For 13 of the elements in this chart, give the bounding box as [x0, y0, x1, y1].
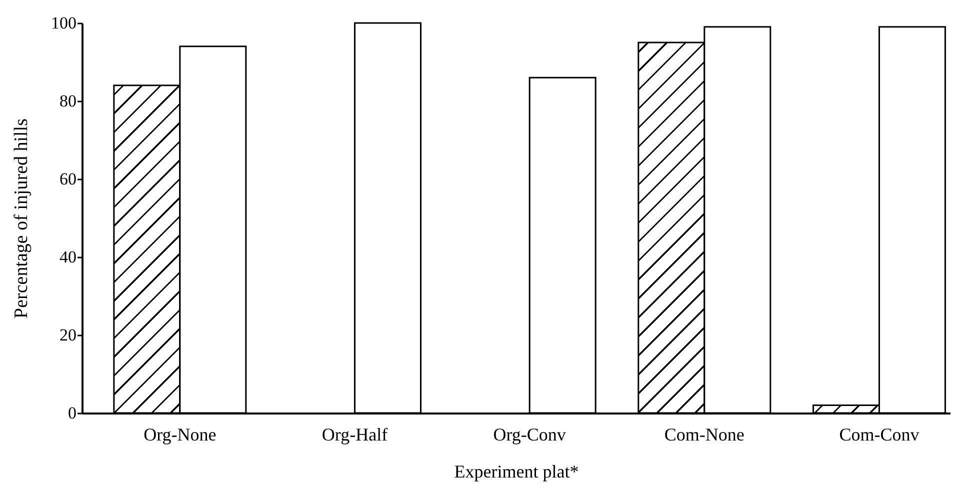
x-tick-label: Com-Conv [839, 424, 920, 444]
x-axis-title: Experiment plat* [454, 462, 579, 482]
y-tick-label: 0 [68, 404, 76, 422]
x-tick-label: Org-None [144, 424, 216, 444]
x-tick-label: Org-Conv [493, 424, 566, 444]
y-tick-label: 100 [51, 14, 76, 32]
y-tick-label: 40 [60, 248, 76, 266]
y-tick-label: 60 [60, 170, 76, 188]
y-axis-title: Percentage of injured hills [11, 118, 32, 318]
y-tick-label: 20 [60, 326, 76, 344]
x-tick-label: Com-None [664, 424, 744, 444]
y-tick-label: 80 [60, 92, 76, 110]
x-tick-label: Org-Half [322, 424, 388, 444]
